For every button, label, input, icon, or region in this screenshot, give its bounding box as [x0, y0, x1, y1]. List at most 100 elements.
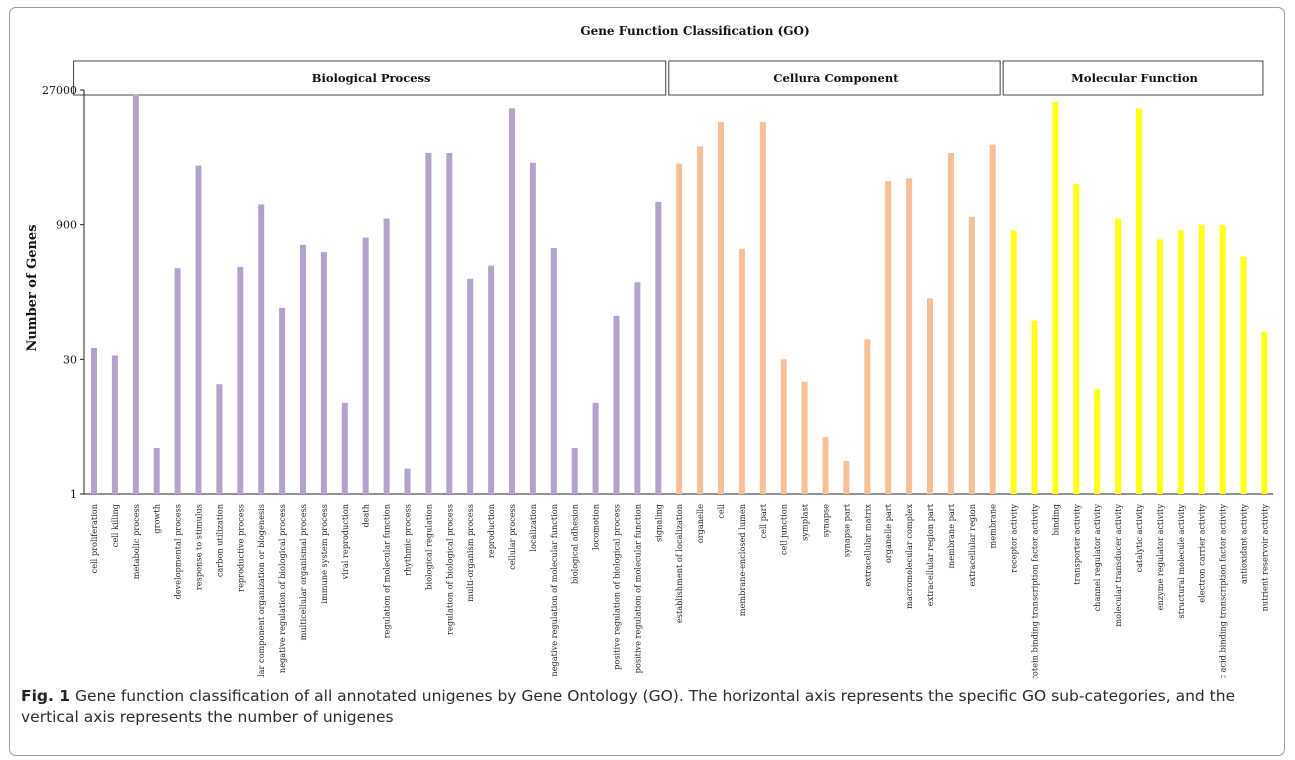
bar — [592, 402, 599, 494]
bar — [989, 144, 996, 494]
figure-frame: Gene Function Classification (GO) Biolog… — [9, 7, 1285, 756]
bar — [111, 355, 118, 494]
x-tick-label: rhythmic process — [403, 504, 413, 576]
bar — [383, 218, 390, 495]
x-tick-label: cell — [716, 504, 726, 519]
bar — [153, 447, 160, 494]
bar — [571, 447, 578, 494]
bar — [320, 252, 327, 494]
bar — [968, 216, 975, 495]
x-tick-label: molecular transducer activity — [1113, 504, 1123, 627]
x-tick-label: membrane part — [946, 503, 956, 568]
x-tick-label: cellular component organization or bioge… — [256, 504, 266, 678]
x-tick-label: synapse — [821, 504, 831, 537]
bar — [1094, 389, 1101, 494]
x-tick-label: transporter activity — [1071, 504, 1081, 585]
bar — [697, 146, 704, 494]
x-tick-label: signaling — [653, 504, 663, 542]
bar — [613, 315, 620, 494]
bar — [655, 201, 662, 495]
x-tick-label: organelle part — [883, 503, 893, 563]
bar — [947, 152, 954, 494]
x-tick-label: macromolecular complex — [904, 504, 914, 609]
bar — [300, 244, 306, 494]
bar — [341, 402, 348, 494]
bar — [822, 437, 829, 494]
x-tick-label: immune system process — [319, 504, 329, 604]
figure-caption: Fig. 1 Gene function classification of a… — [21, 686, 1271, 728]
x-tick-label: growth — [152, 503, 162, 533]
x-tick-label: channel regulator activity — [1092, 504, 1102, 612]
bar — [195, 165, 202, 494]
bar — [529, 162, 536, 494]
x-tick-label: cell part — [758, 503, 768, 538]
x-tick-label: multicellular organismal process — [298, 504, 308, 640]
bar — [1073, 184, 1080, 494]
x-tick-label: metabolic process — [131, 504, 141, 579]
x-tick-label: cell killing — [110, 504, 120, 547]
group-headers: Biological Process Cellura Component Molec… — [73, 60, 1264, 96]
x-tick-label: multi-organism process — [465, 504, 475, 602]
bar — [1031, 320, 1038, 494]
bar — [132, 94, 139, 495]
caption-label: Fig. 1 — [21, 687, 71, 705]
bar — [425, 152, 432, 494]
bar — [258, 204, 265, 494]
x-tick-label: receptor activity — [1009, 504, 1019, 573]
x-tick-label: structural molecule activity — [1176, 504, 1186, 619]
x-tick-label: protein binding transcription factor act… — [1030, 504, 1040, 678]
caption-text: Gene function classification of all anno… — [21, 687, 1236, 726]
bar — [446, 152, 453, 494]
x-tick-label: reproductive process — [235, 504, 245, 592]
bar — [1010, 230, 1017, 494]
bar — [718, 122, 724, 495]
x-tick-label: establishment of localization — [674, 503, 684, 623]
bar — [1156, 239, 1163, 494]
group-header-box — [668, 60, 1001, 96]
x-tick-label: extracellular region part — [925, 503, 935, 606]
x-tick-label: negative regulation of biological proces… — [277, 504, 287, 673]
x-tick-label: electron carrier activity — [1197, 504, 1207, 603]
bar — [780, 359, 787, 494]
bar — [1198, 224, 1205, 494]
bars — [91, 94, 1268, 495]
group-header-box — [1002, 60, 1264, 96]
bar — [634, 282, 641, 494]
bar — [843, 461, 850, 494]
x-tick-label: regulation of biological process — [444, 504, 454, 635]
x-tick-label: nutrient reservoir activity — [1259, 504, 1269, 612]
bar — [509, 108, 515, 494]
x-tick-label: synapse part — [841, 503, 851, 557]
bar — [738, 248, 745, 494]
x-tick-label: carbon utilization — [214, 503, 224, 577]
y-axis-label: Number of Genes — [25, 224, 40, 351]
bar — [1261, 331, 1268, 494]
x-tick-label: antioxidant activity — [1239, 504, 1249, 584]
x-tick-label: developmental process — [173, 504, 183, 600]
y-tick-label: 900 — [56, 219, 77, 232]
bar — [759, 122, 766, 495]
bar — [362, 237, 369, 495]
bar — [404, 468, 411, 494]
x-tick-label: organelle — [695, 504, 705, 543]
x-tick-label: nucleic acid binding transcription facto… — [1218, 504, 1228, 678]
group-header-label: Biological Process — [312, 71, 431, 85]
x-tick-label: cell proliferation — [89, 503, 99, 573]
x-tick-label: extracellular region — [967, 503, 977, 586]
x-tick-label: death — [361, 503, 371, 527]
bar — [550, 247, 557, 494]
bar — [174, 268, 181, 494]
bar — [1115, 218, 1122, 495]
x-tick-label: biological regulation — [423, 503, 433, 589]
x-tick-label: positive regulation of molecular functio… — [632, 503, 642, 673]
x-tick-label: response to stimulus — [194, 504, 204, 590]
bar — [927, 298, 933, 494]
x-tick-label: viral reproduction — [340, 503, 350, 580]
x-tick-label: reproduction — [486, 503, 496, 558]
x-tick-label: localization — [528, 503, 538, 551]
bar — [488, 265, 495, 494]
y-tick-label: 27000 — [42, 84, 77, 97]
bar — [906, 178, 913, 494]
bar — [1052, 101, 1059, 494]
x-tick-label: negative regulation of molecular functio… — [549, 503, 559, 676]
